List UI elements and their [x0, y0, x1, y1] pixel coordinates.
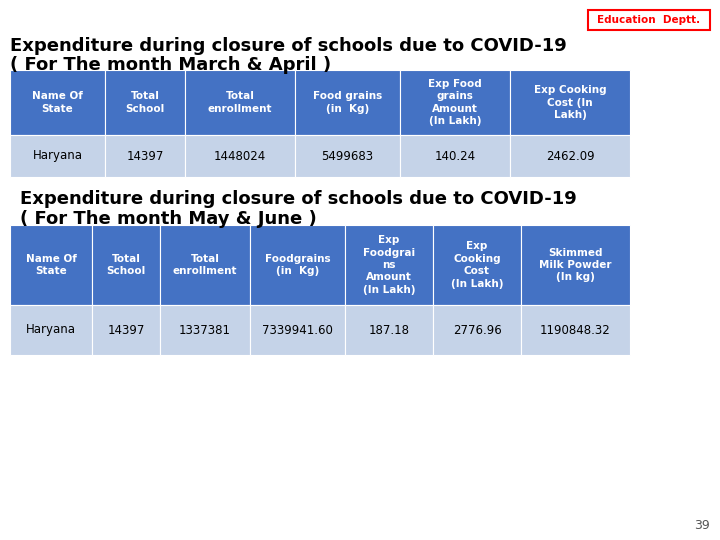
Text: Total
enrollment: Total enrollment: [208, 91, 272, 114]
FancyBboxPatch shape: [10, 305, 92, 355]
FancyBboxPatch shape: [160, 225, 250, 305]
FancyBboxPatch shape: [10, 225, 92, 305]
Text: Education  Deptt.: Education Deptt.: [598, 15, 701, 25]
FancyBboxPatch shape: [345, 305, 433, 355]
Text: 14397: 14397: [107, 323, 145, 336]
Text: 39: 39: [694, 519, 710, 532]
Text: ( For The month March & April ): ( For The month March & April ): [10, 56, 331, 74]
FancyBboxPatch shape: [105, 70, 185, 135]
Text: Total
School: Total School: [125, 91, 165, 114]
Text: 2462.09: 2462.09: [546, 150, 594, 163]
FancyBboxPatch shape: [92, 225, 160, 305]
FancyBboxPatch shape: [400, 70, 510, 135]
Text: 2776.96: 2776.96: [453, 323, 501, 336]
Text: 187.18: 187.18: [369, 323, 410, 336]
Text: Haryana: Haryana: [26, 323, 76, 336]
Text: 7339941.60: 7339941.60: [262, 323, 333, 336]
FancyBboxPatch shape: [185, 135, 295, 177]
Text: 1448024: 1448024: [214, 150, 266, 163]
Text: Exp Food
grains
Amount
(In Lakh): Exp Food grains Amount (In Lakh): [428, 79, 482, 126]
FancyBboxPatch shape: [105, 135, 185, 177]
Text: 140.24: 140.24: [434, 150, 476, 163]
FancyBboxPatch shape: [250, 225, 345, 305]
FancyBboxPatch shape: [185, 70, 295, 135]
Text: Expenditure during closure of schools due to COVID-19: Expenditure during closure of schools du…: [10, 37, 567, 55]
FancyBboxPatch shape: [345, 225, 433, 305]
FancyBboxPatch shape: [250, 305, 345, 355]
FancyBboxPatch shape: [433, 225, 521, 305]
FancyBboxPatch shape: [92, 305, 160, 355]
Text: ( For The month May & June ): ( For The month May & June ): [20, 210, 317, 228]
Text: Skimmed
Milk Powder
(In kg): Skimmed Milk Powder (In kg): [539, 248, 612, 282]
Text: 1337381: 1337381: [179, 323, 231, 336]
Text: 14397: 14397: [126, 150, 163, 163]
FancyBboxPatch shape: [295, 70, 400, 135]
FancyBboxPatch shape: [10, 135, 105, 177]
Text: Exp
Foodgrai
ns
Amount
(In Lakh): Exp Foodgrai ns Amount (In Lakh): [363, 235, 415, 295]
FancyBboxPatch shape: [510, 135, 630, 177]
FancyBboxPatch shape: [400, 135, 510, 177]
Text: 5499683: 5499683: [321, 150, 374, 163]
FancyBboxPatch shape: [521, 225, 630, 305]
Text: Expenditure during closure of schools due to COVID-19: Expenditure during closure of schools du…: [20, 190, 577, 208]
FancyBboxPatch shape: [295, 135, 400, 177]
FancyBboxPatch shape: [10, 70, 105, 135]
FancyBboxPatch shape: [521, 305, 630, 355]
Text: Exp
Cooking
Cost
(In Lakh): Exp Cooking Cost (In Lakh): [451, 241, 503, 288]
FancyBboxPatch shape: [160, 305, 250, 355]
Text: Name Of
State: Name Of State: [26, 254, 76, 276]
Text: Total
enrollment: Total enrollment: [173, 254, 238, 276]
Text: Food grains
(in  Kg): Food grains (in Kg): [313, 91, 382, 114]
FancyBboxPatch shape: [588, 10, 710, 30]
Text: Haryana: Haryana: [32, 150, 83, 163]
Text: 1190848.32: 1190848.32: [540, 323, 611, 336]
Text: Foodgrains
(in  Kg): Foodgrains (in Kg): [265, 254, 330, 276]
FancyBboxPatch shape: [433, 305, 521, 355]
Text: Total
School: Total School: [107, 254, 145, 276]
Text: Name Of
State: Name Of State: [32, 91, 83, 114]
FancyBboxPatch shape: [510, 70, 630, 135]
Text: Exp Cooking
Cost (In
Lakh): Exp Cooking Cost (In Lakh): [534, 85, 606, 120]
